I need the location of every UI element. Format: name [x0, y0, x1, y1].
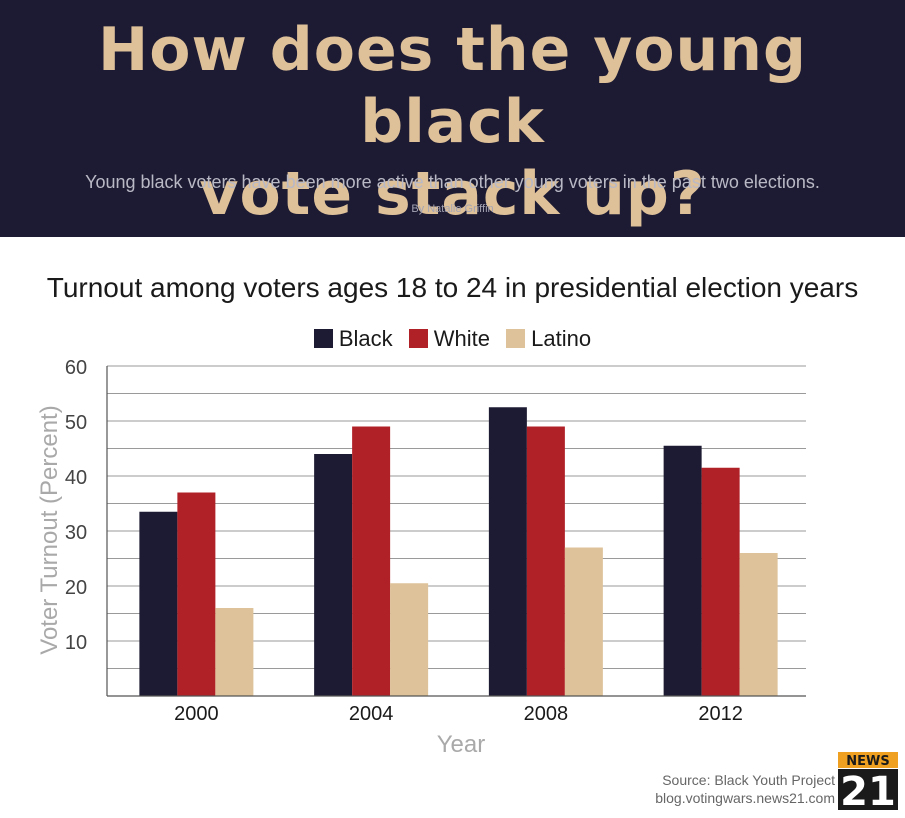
chart-title: Turnout among voters ages 18 to 24 in pr…: [46, 272, 859, 303]
byline: By Natalie Griffin: [411, 203, 494, 215]
headline-line-1: How does the young black: [98, 15, 807, 157]
y-tick-label: 20: [65, 577, 87, 599]
source-line-1: Source: Black Youth Project: [662, 772, 835, 788]
legend-item-white: White: [408, 326, 491, 352]
bar-black-2008: [488, 407, 527, 696]
logo-number: 21: [840, 769, 896, 810]
y-tick-label: 40: [65, 467, 87, 489]
logo-word: NEWS: [846, 754, 889, 769]
legend-swatch-black: [313, 329, 333, 348]
axes: [106, 366, 806, 697]
bar-latino-2012: [739, 553, 778, 696]
bar-latino-2000: [215, 608, 254, 696]
source-line-2: blog.votingwars.news21.com: [655, 790, 835, 806]
chart-legend: Black White Latino: [0, 326, 905, 352]
y-axis-label: Voter Turnout (Percent): [36, 405, 63, 654]
bar-white-2012: [701, 467, 740, 696]
legend-item-latino: Latino: [506, 326, 591, 352]
y-tick-label: 10: [65, 632, 87, 654]
y-tick-label: 30: [65, 522, 87, 544]
subtitle: Young black voters have been more active…: [85, 172, 820, 192]
y-tick-label: 60: [65, 357, 87, 379]
x-tick-label: 2012: [698, 703, 743, 725]
bar-latino-2008: [564, 547, 603, 696]
header-banner: How does the young black vote stack up? …: [0, 0, 905, 237]
bar-white-2004: [352, 426, 391, 696]
legend-item-black: Black: [313, 326, 393, 352]
bar-white-2000: [177, 492, 216, 696]
x-tick-label: 2000: [174, 703, 219, 725]
bar-black-2004: [314, 454, 353, 696]
bar-latino-2004: [390, 583, 429, 696]
legend-swatch-latino: [506, 329, 526, 348]
headline-line-2: vote stack up?: [199, 159, 706, 229]
x-tick-label: 2008: [524, 703, 569, 725]
legend-label-latino: Latino: [531, 326, 592, 351]
x-axis-label: Year: [437, 731, 486, 758]
news21-logo-icon: NEWS 21: [838, 752, 898, 810]
bar-white-2008: [526, 426, 565, 696]
tick-labels: 10 20 30 40 50 60 2000 2004 2008 2012: [65, 357, 743, 725]
legend-swatch-white: [408, 329, 428, 348]
source-note: Source: Black Youth Project blog.votingw…: [655, 771, 835, 807]
headline: How does the young black vote stack up?: [0, 14, 905, 230]
bars: [139, 407, 778, 696]
y-tick-label: 50: [65, 412, 87, 434]
legend-label-white: White: [433, 326, 491, 351]
bar-black-2012: [663, 445, 702, 696]
legend-label-black: Black: [338, 326, 393, 351]
x-tick-label: 2004: [349, 703, 394, 725]
bar-black-2000: [139, 511, 178, 696]
